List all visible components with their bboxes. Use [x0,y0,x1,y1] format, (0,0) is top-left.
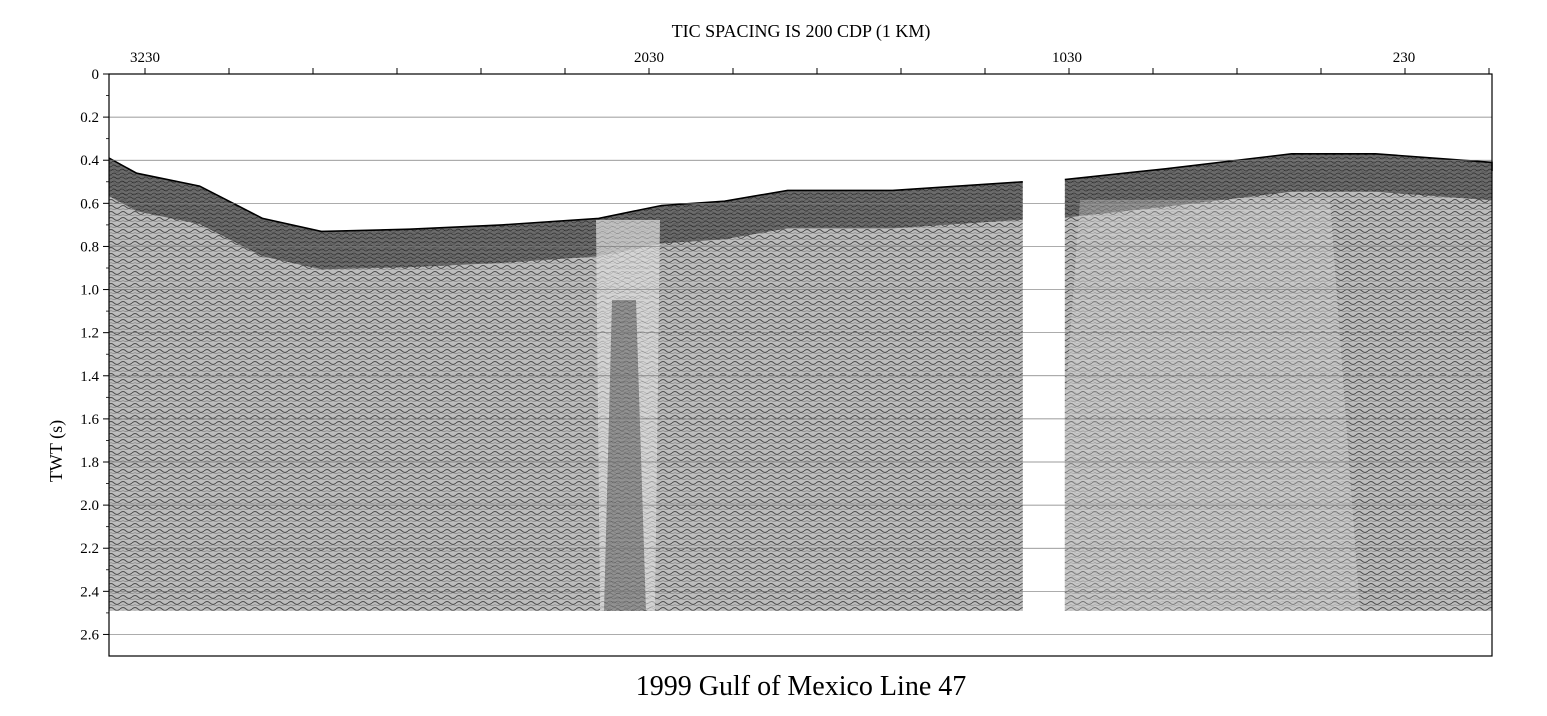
y-tick-label-2.0: 2.0 [80,498,99,514]
uplift-light-zone [1050,200,1360,611]
y-tick-label-1.8: 1.8 [80,455,99,471]
y-axis-tick-labels: 0 0.2 0.4 0.6 0.8 1.0 1.2 1.4 1.6 1.8 2.… [80,67,99,643]
y-tick-label-1.0: 1.0 [80,283,99,299]
y-tick-label-1.2: 1.2 [80,326,99,342]
top-tick-label-1030: 1030 [1052,50,1082,66]
plot-frame [108,73,1493,657]
y-tick-label-1.4: 1.4 [80,369,99,385]
top-title: TIC SPACING IS 200 CDP (1 KM) [672,21,931,42]
y-axis-title: TWT (s) [46,420,67,482]
y-tick-label-0.2: 0.2 [80,110,99,126]
y-tick-label-2.6: 2.6 [80,627,99,643]
figure-caption: 1999 Gulf of Mexico Line 47 [636,671,967,702]
y-tick-label-0: 0 [92,67,100,83]
seafloor-reflector-band [109,153,1492,270]
top-tick-labels: 3230 2030 1030 230 [130,50,1415,66]
y-tick-label-0.4: 0.4 [80,153,99,169]
y-tick-label-1.6: 1.6 [80,412,99,428]
top-tick-label-3230: 3230 [130,50,160,66]
top-tick-label-2030: 2030 [634,50,664,66]
seismic-section [108,153,1493,611]
y-tick-label-2.2: 2.2 [80,541,99,557]
y-tick-label-0.6: 0.6 [80,196,99,212]
grid-lines [109,116,1492,635]
y-tick-label-2.4: 2.4 [80,584,99,600]
top-ticks [144,68,1490,74]
top-tick-label-230: 230 [1393,50,1416,66]
y-tick-label-0.8: 0.8 [80,239,99,255]
diffraction-column [604,300,646,611]
y-axis-ticks [103,73,109,635]
